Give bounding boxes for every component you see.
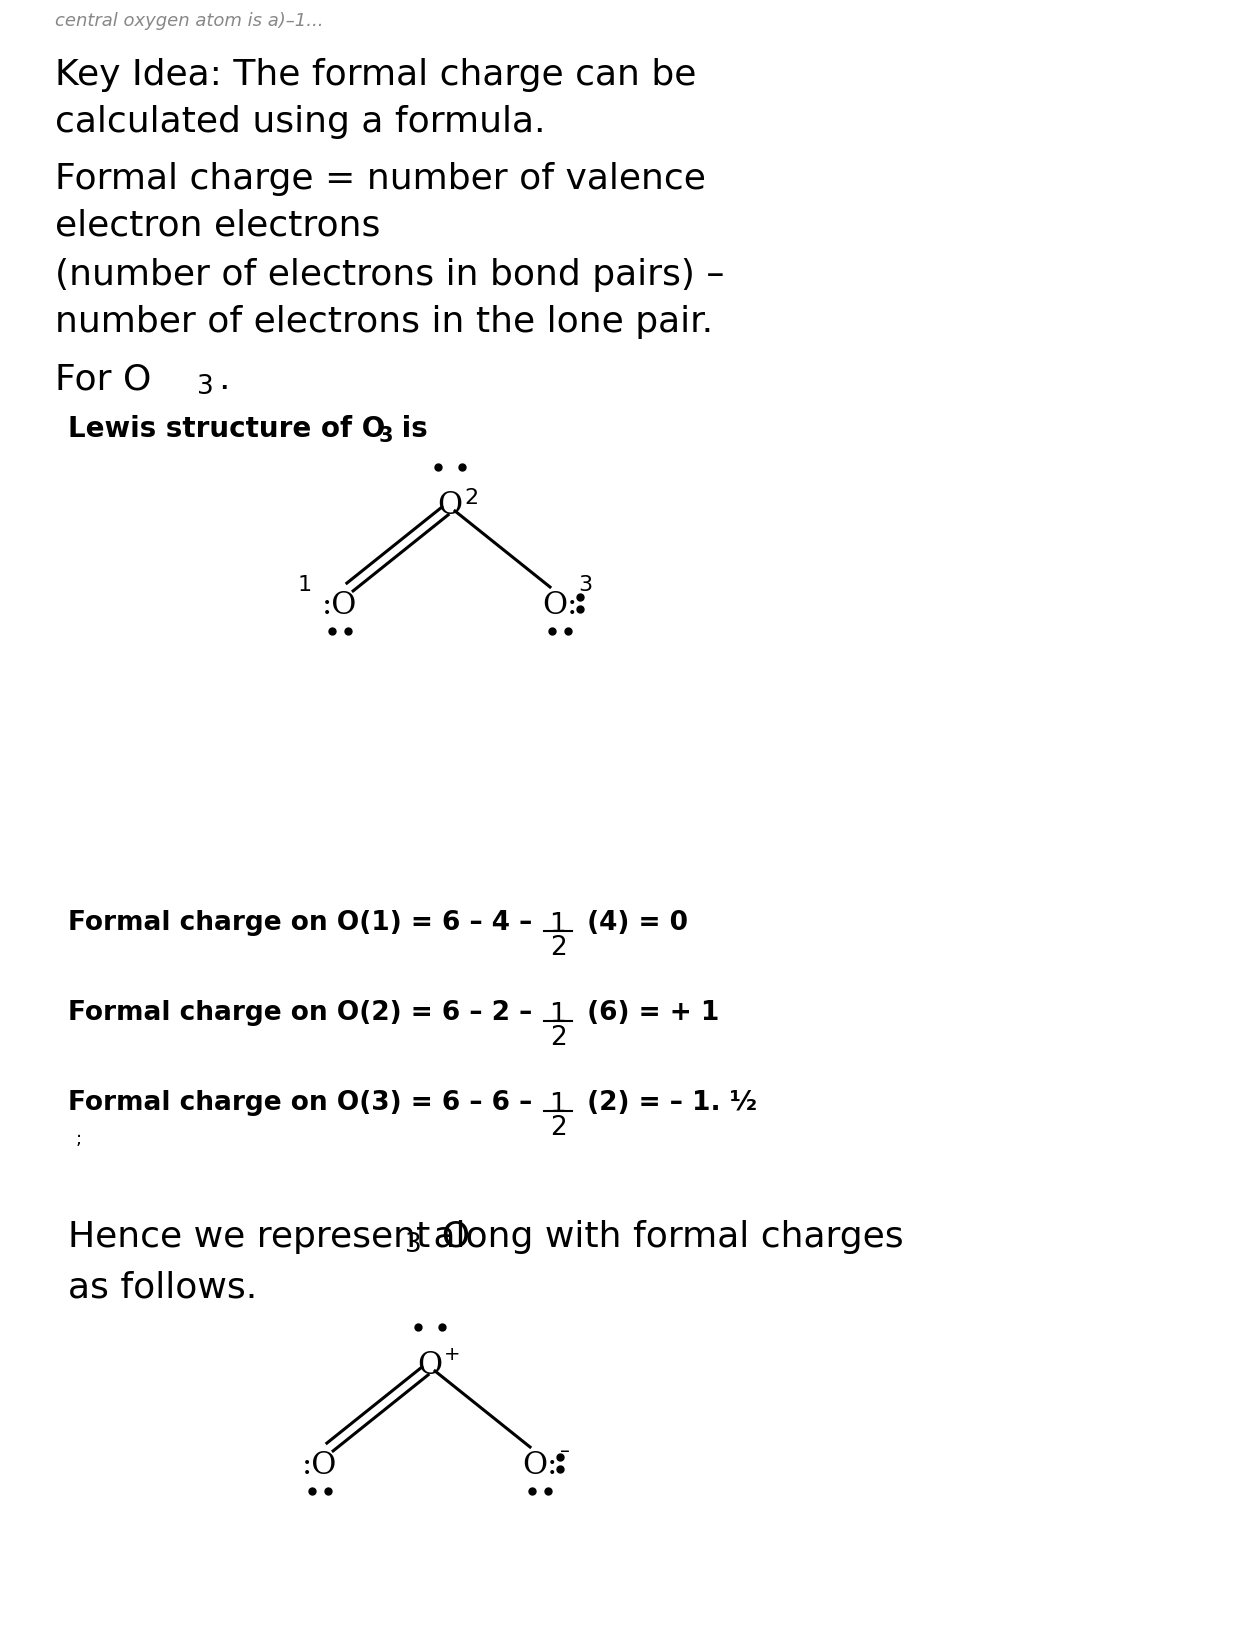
Text: 2: 2: [549, 1025, 567, 1050]
Text: calculated using a formula.: calculated using a formula.: [55, 105, 545, 138]
Text: Formal charge on O(3) = 6 – 6 –: Formal charge on O(3) = 6 – 6 –: [68, 1089, 542, 1116]
Text: O:: O:: [523, 1449, 558, 1480]
Text: 1: 1: [549, 911, 567, 938]
Text: as follows.: as follows.: [68, 1269, 258, 1304]
Text: ;: ;: [76, 1129, 83, 1147]
Text: Formal charge on O(2) = 6 – 2 –: Formal charge on O(2) = 6 – 2 –: [68, 999, 542, 1025]
Text: 2: 2: [549, 1114, 567, 1140]
Text: 1: 1: [549, 1091, 567, 1117]
Text: .: .: [218, 363, 229, 396]
Text: O:: O:: [543, 590, 578, 621]
Text: is: is: [392, 415, 428, 443]
Text: :O: :O: [303, 1449, 338, 1480]
Text: Hence we represent O: Hence we represent O: [68, 1220, 470, 1252]
Text: (6) = + 1: (6) = + 1: [578, 999, 719, 1025]
Text: (number of electrons in bond pairs) –: (number of electrons in bond pairs) –: [55, 257, 724, 292]
Text: 3: 3: [578, 575, 592, 595]
Text: Formal charge on O(1) = 6 – 4 –: Formal charge on O(1) = 6 – 4 –: [68, 910, 542, 936]
Text: 3: 3: [196, 374, 214, 400]
Text: Formal charge = number of valence: Formal charge = number of valence: [55, 162, 706, 196]
Text: 3: 3: [405, 1231, 422, 1257]
Text: O: O: [418, 1350, 443, 1379]
Text: 1: 1: [549, 1002, 567, 1027]
Text: 3: 3: [379, 425, 394, 445]
Text: number of electrons in the lone pair.: number of electrons in the lone pair.: [55, 305, 713, 339]
Text: Lewis structure of O: Lewis structure of O: [68, 415, 385, 443]
Text: Key Idea: The formal charge can be: Key Idea: The formal charge can be: [55, 58, 697, 92]
Text: 2: 2: [549, 934, 567, 961]
Text: O: O: [438, 489, 463, 521]
Text: 1: 1: [298, 575, 313, 595]
Text: –: –: [560, 1440, 570, 1460]
Text: along with formal charges: along with formal charges: [422, 1220, 903, 1252]
Text: (2) = – 1. ½: (2) = – 1. ½: [578, 1089, 757, 1116]
Text: electron electrons: electron electrons: [55, 208, 380, 242]
Text: central oxygen atom is a)–1...: central oxygen atom is a)–1...: [55, 12, 324, 30]
Text: For O: For O: [55, 363, 151, 396]
Text: (4) = 0: (4) = 0: [578, 910, 688, 936]
Text: :O: :O: [323, 590, 358, 621]
Text: +: +: [444, 1345, 460, 1363]
Text: 2: 2: [464, 488, 478, 508]
